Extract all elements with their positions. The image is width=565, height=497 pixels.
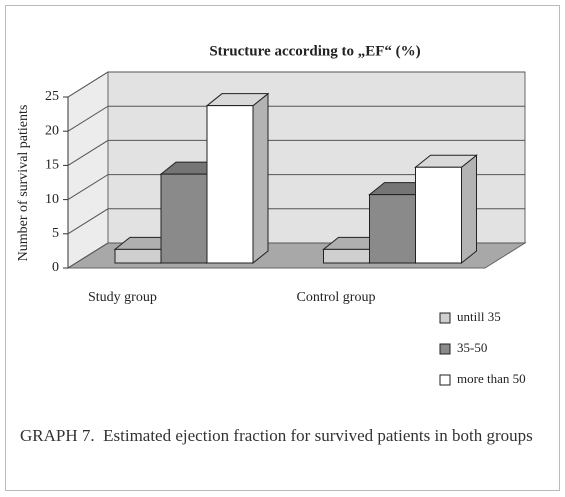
legend-swatch [439,374,451,386]
y-tick-label: 0 [52,260,59,275]
chart: Structure according to „EF“ (%) Number o… [16,43,527,386]
y-tick-label: 15 [45,158,59,173]
y-axis-label: Number of survival patients [16,105,31,262]
legend-swatch [439,343,451,355]
bar-front [114,248,162,264]
y-tick-label: 20 [45,123,59,138]
bar-front [323,248,370,264]
bar [205,92,270,265]
bar-front [415,166,462,264]
x-tick-label: Study group [88,290,157,305]
legend-swatch [439,312,451,324]
y-tick-label: 10 [45,192,59,207]
frame [5,5,560,491]
side-wall [67,71,109,269]
grid-line [67,139,525,166]
legend-label: untill 35 [457,309,501,324]
bar [414,154,478,265]
caption: GRAPH 7. Estimated ejection fraction for… [20,426,533,445]
chart-title: Structure according to „EF“ (%) [209,43,420,59]
grid-line [67,174,525,201]
bar-side [461,154,477,265]
grid-line [67,105,525,132]
bar-front [206,105,254,264]
legend-label: more than 50 [457,371,526,386]
y-tick-label: 25 [45,89,59,104]
x-tick-label: Control group [297,290,376,305]
legend-label: 35-50 [457,340,487,355]
grid-line [67,71,525,98]
y-tick-label: 5 [52,226,59,241]
bar-side [252,92,269,265]
bar-front [160,173,208,264]
bar-front [369,194,416,264]
